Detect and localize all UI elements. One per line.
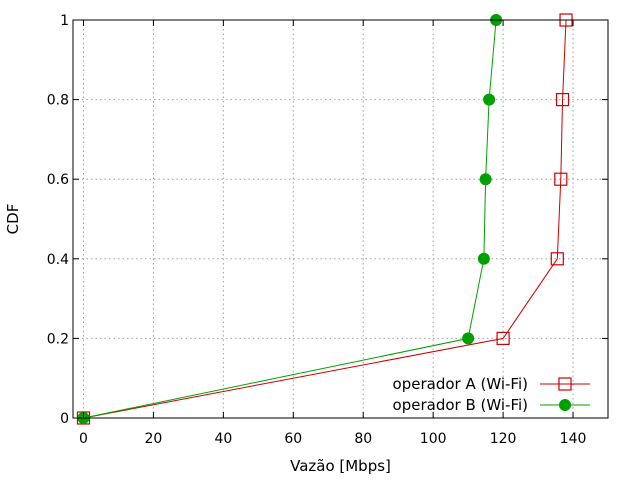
x-tick-label: 60 — [284, 431, 302, 447]
x-tick-label: 20 — [145, 431, 163, 447]
data-point — [479, 173, 492, 186]
data-point — [477, 252, 490, 265]
data-point — [554, 172, 568, 186]
legend: operador A (Wi-Fi) operador B (Wi-Fi) — [393, 375, 590, 414]
series-line — [83, 19, 567, 419]
legend-label: operador B (Wi-Fi) — [393, 396, 528, 414]
series-layer — [76, 13, 573, 425]
data-point — [483, 93, 496, 106]
x-tick-label: 0 — [79, 431, 88, 447]
y-tick-label: 0 — [60, 411, 69, 427]
data-point — [496, 331, 510, 345]
x-tick-label: 120 — [490, 431, 517, 447]
series-operador-a — [76, 13, 573, 425]
legend-marker — [559, 399, 571, 411]
y-axis-title: CDF — [4, 204, 22, 235]
data-point — [462, 332, 475, 345]
x-axis-title: Vazão [Mbps] — [290, 457, 391, 475]
y-tick-label: 0.8 — [47, 93, 69, 109]
x-tick-label: 40 — [214, 431, 232, 447]
ticks: 0 20 40 60 80 100 120 140 0 0.2 0.4 0.6 0.8 1 — [47, 13, 608, 447]
x-tick-label: 80 — [354, 431, 372, 447]
legend-marker — [558, 377, 572, 391]
x-tick-label: 100 — [420, 431, 447, 447]
x-tick-label: 140 — [560, 431, 587, 447]
series-operador-b — [77, 14, 503, 424]
series-line — [83, 19, 497, 419]
y-tick-label: 0.2 — [47, 331, 69, 347]
y-tick-label: 0.6 — [47, 172, 69, 188]
plot-frame — [72, 19, 609, 419]
data-point — [550, 252, 564, 266]
grid — [73, 20, 608, 418]
legend-label: operador A (Wi-Fi) — [393, 375, 528, 393]
y-tick-label: 0.4 — [47, 252, 69, 268]
y-tick-label: 1 — [60, 13, 69, 29]
data-point — [555, 92, 570, 107]
